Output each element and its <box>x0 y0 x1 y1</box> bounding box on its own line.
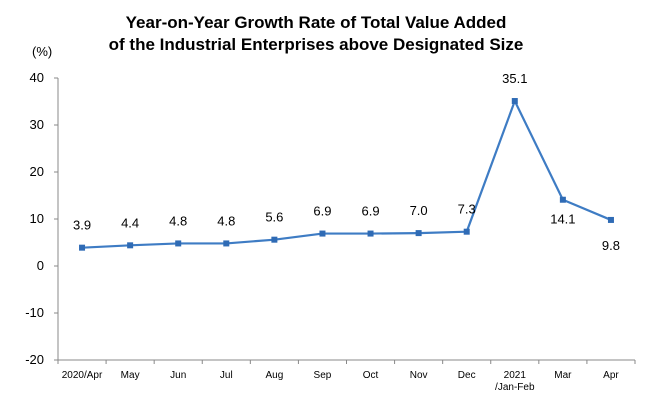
data-point-marker <box>511 98 518 105</box>
y-tick-label: 30 <box>30 117 44 132</box>
data-label: 4.8 <box>169 213 187 228</box>
x-axis-ticks: 2020/Apr May Jun Jul Aug Sep Oct Nov Dec 2021/Jan… <box>57 360 636 393</box>
data-label: 14.1 <box>550 212 575 227</box>
data-label: 6.9 <box>313 204 331 219</box>
x-tick-label: Nov <box>410 370 428 381</box>
y-tick-label: 20 <box>30 164 44 179</box>
y-tick-label: -20 <box>25 352 44 367</box>
data-point-marker <box>607 216 614 223</box>
chart-subtitle: of the Industrial Enterprises above Desi… <box>109 35 524 54</box>
chart-title: Year-on-Year Growth Rate of Total Value … <box>126 13 507 32</box>
data-label: 7.3 <box>458 202 476 217</box>
x-tick-label: May <box>121 370 140 381</box>
axes <box>57 78 635 361</box>
data-point-marker <box>79 244 86 251</box>
data-point-marker <box>415 230 422 237</box>
data-point-marker <box>319 230 326 237</box>
x-tick-label: Jul <box>220 370 233 381</box>
data-point-marker <box>463 228 470 235</box>
data-label: 6.9 <box>362 204 380 219</box>
x-tick-label: 2020/Apr <box>62 370 103 381</box>
x-tick-label: Sep <box>314 370 332 381</box>
x-tick-label: 2021 <box>504 370 527 381</box>
x-tick-label: Jun <box>170 370 186 381</box>
y-tick-label: 0 <box>37 258 44 273</box>
x-tick-label: Mar <box>554 370 572 381</box>
series-line <box>81 99 612 249</box>
x-tick-label: Oct <box>363 370 379 381</box>
x-tick-label: Dec <box>458 370 476 381</box>
data-label: 4.4 <box>121 215 139 230</box>
data-label: 4.8 <box>217 213 235 228</box>
series-markers <box>79 98 614 251</box>
data-point-marker <box>271 236 278 243</box>
data-label: 7.0 <box>410 203 428 218</box>
y-tick-label: 40 <box>30 70 44 85</box>
data-label: 5.6 <box>265 210 283 225</box>
data-point-marker <box>367 230 374 237</box>
y-tick-label: -10 <box>25 305 44 320</box>
data-label: 3.9 <box>73 218 91 233</box>
data-point-marker <box>127 242 134 249</box>
series-line-path <box>81 99 612 249</box>
y-axis-ticks: 40 30 20 10 0 -10 -20 <box>25 70 58 367</box>
x-tick-label: Apr <box>603 370 619 381</box>
data-labels: 3.9 4.4 4.8 4.8 5.6 6.9 6.9 7.0 7.3 35.1 14.1 9.8 <box>73 71 620 253</box>
data-label: 9.8 <box>602 238 620 253</box>
data-point-marker <box>175 240 182 247</box>
x-tick-sublabel: /Jan-Feb <box>495 382 535 393</box>
data-point-marker <box>223 240 230 247</box>
y-tick-label: 10 <box>30 211 44 226</box>
data-label: 35.1 <box>502 71 527 86</box>
y-axis-unit-label: (%) <box>32 44 52 59</box>
x-tick-label: Aug <box>265 370 283 381</box>
data-point-marker <box>559 196 566 203</box>
